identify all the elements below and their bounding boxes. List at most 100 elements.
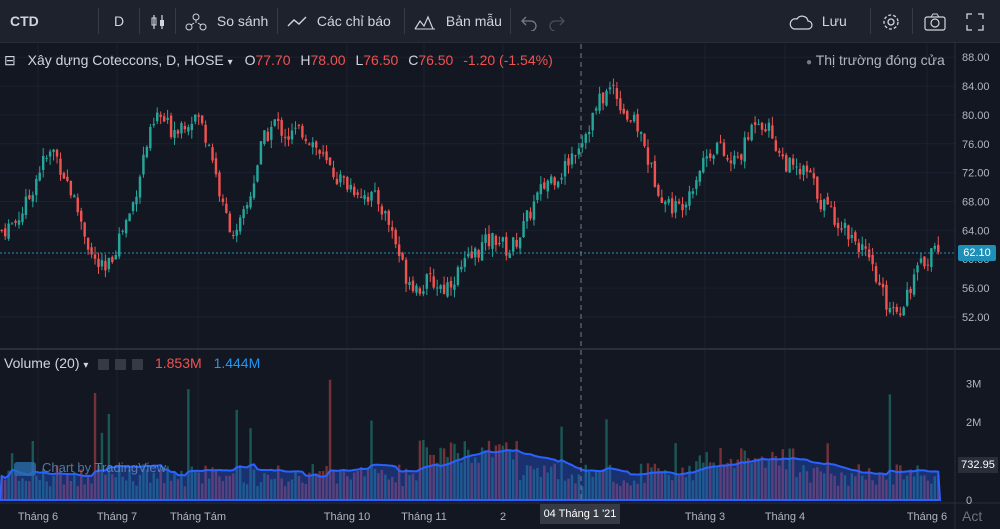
candle-body [677,201,681,204]
volume-bar [180,470,183,500]
legend-collapse-icon[interactable]: ⊟ [4,52,16,68]
candle-body [128,213,131,221]
chart-style-button[interactable] [149,0,167,42]
compare-button[interactable]: So sánh [185,0,268,42]
symbol-search[interactable]: CTD [10,13,39,29]
volume-bar [401,486,404,500]
chart-grid [0,44,955,503]
candle-body [726,157,729,160]
candle-body [646,147,650,165]
volume-bar [705,452,708,500]
price-chart[interactable]: 88.0084.0080.0076.0072.0068.0064.0060.00… [0,43,1000,529]
volume-bar [270,479,273,500]
candle-body [577,148,581,155]
volume-bar [899,465,902,500]
indicators-button[interactable]: Các chỉ báo [287,0,391,42]
indicators-icon [287,16,307,27]
candle-body [245,205,249,209]
candle-body [501,237,505,242]
volume-bar [259,482,263,500]
compare-label: So sánh [216,13,269,29]
volume-bar [650,467,653,500]
settings-button[interactable] [881,0,901,42]
volume-bar [242,482,245,500]
candle-body [204,124,207,143]
candle-body [276,118,280,121]
volume-bar [252,469,256,500]
candle-body [335,178,339,185]
templates-button[interactable]: Bản mẫu [414,0,502,42]
volume-bar [750,463,753,500]
legend-title[interactable]: Xây dựng Coteccons, D, HOSE [27,52,224,68]
volume-bar [660,472,664,500]
crosshair-date-label: 04 Tháng 1 '21 [540,504,620,524]
tradingview-watermark[interactable]: Chart by TradingView [14,460,166,476]
volume-remove-icon[interactable] [132,358,144,370]
candle-body [854,232,857,242]
candle-body [878,282,881,285]
candle-body [59,158,62,175]
volume-bar [930,483,933,500]
fullscreen-button[interactable] [966,0,984,42]
candle-body [467,253,470,257]
volume-bar [563,480,567,500]
candle-body [930,248,933,267]
volume-bar [235,409,238,500]
low-value: 76.50 [363,52,399,68]
redo-button[interactable] [548,0,566,42]
volume-axis[interactable]: 3M2M1M0 [966,378,981,507]
time-tick-label: Tháng 7 [97,511,137,523]
volume-settings-icon[interactable] [115,358,127,370]
volume-bar [446,457,449,500]
snapshot-button[interactable] [924,0,946,42]
volume-bar [55,465,59,500]
candle-body [487,233,491,247]
candle-body [453,284,456,290]
volume-bar [128,469,131,500]
volume-title[interactable]: Volume (20) [4,355,80,371]
candle-body [529,211,532,219]
volume-bar [553,463,556,500]
candle-body [719,141,722,143]
interval-button[interactable]: D [114,13,125,29]
undo-button[interactable] [520,0,538,42]
candle-body [235,229,238,236]
candle-body [52,149,55,152]
volume-bar [45,481,48,500]
volume-dropdown-icon[interactable]: ▾ [83,360,89,371]
volume-bar [923,475,926,500]
candle-body [899,313,902,316]
volume-bar [156,478,159,500]
candle-body [670,198,674,214]
volume-bar [228,475,232,500]
volume-bar [926,480,930,500]
price-axis[interactable]: 88.0084.0080.0076.0072.0068.0064.0060.00… [962,52,990,324]
candle-body [888,308,892,313]
candle-body [843,222,847,228]
candle-body [142,154,145,175]
candle-body [273,119,276,126]
candle-body [605,90,608,106]
market-status-label: Thị trường đóng cửa [815,52,945,68]
save-button[interactable]: Lưu [788,0,847,42]
open-label: O [244,52,256,68]
volume-visibility-icon[interactable] [98,358,110,370]
volume-bar [456,453,460,500]
candle-body [218,172,221,197]
candle-body [270,126,273,140]
save-label: Lưu [821,13,847,29]
volume-bar [598,471,601,500]
fullscreen-icon [966,13,984,31]
candle-body [543,182,546,189]
volume-bar [715,468,719,500]
volume-bar [688,465,691,500]
candle-body [145,146,149,158]
candle-body [422,291,425,294]
legend-dropdown-icon[interactable]: ▾ [227,57,233,68]
volume-bar [24,480,28,500]
time-axis[interactable]: Tháng 6 Tháng 7 Tháng Tám Tháng 10 Tháng 11 2… [18,511,947,523]
candle-body [795,166,798,168]
candle-body [169,115,173,137]
candle-body [156,112,159,122]
volume-bar [895,464,899,500]
